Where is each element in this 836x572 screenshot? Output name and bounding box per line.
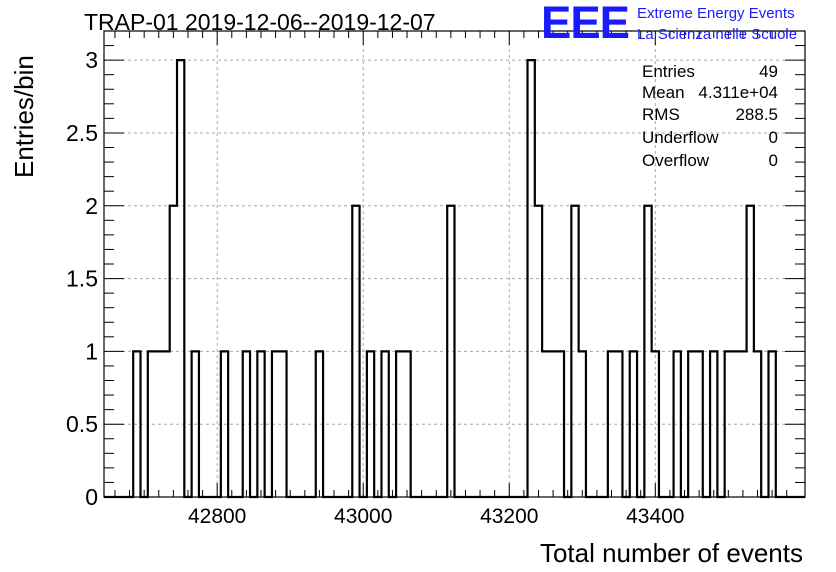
stats-underflow-label: Underflow xyxy=(642,128,719,147)
x-tick-label: 42800 xyxy=(188,505,246,528)
stats-box: Entries 49 Mean 4.311e+04 RMS 288.5 Unde… xyxy=(642,62,778,170)
histogram-layer xyxy=(104,59,805,499)
y-axis-label: Entries/bin xyxy=(9,55,39,178)
y-tick-label: 1 xyxy=(85,338,98,364)
y-tick-label: 1.5 xyxy=(66,266,98,292)
y-tick-label: 0 xyxy=(85,484,98,510)
eee-logo-line1: Extreme Energy Events xyxy=(637,5,795,22)
eee-logo-line2: La Scienza nelle Scuole xyxy=(637,26,797,43)
stats-rms-value: 288.5 xyxy=(735,105,778,124)
y-tick-label: 3 xyxy=(85,47,98,73)
x-axis-label: Total number of events xyxy=(540,538,803,568)
y-tick-label: 0.5 xyxy=(66,411,98,437)
eee-logo-letters: EEE xyxy=(541,0,629,48)
stats-entries-value: 49 xyxy=(759,62,778,81)
stats-rms-label: RMS xyxy=(642,105,680,124)
chart-title: TRAP-01 2019-12-06--2019-12-07 xyxy=(84,9,436,35)
stats-entries-label: Entries xyxy=(642,62,695,81)
stats-mean-label: Mean xyxy=(642,83,685,102)
axis-ticks-layer: 42800 43000 43200 43400 0 0.5 1 1.5 2 2.5 3 xyxy=(66,30,805,528)
stats-underflow-value: 0 xyxy=(769,128,778,147)
x-tick-label: 43000 xyxy=(334,505,392,528)
eee-logo: EEE Extreme Energy Events La Scienza nel… xyxy=(541,0,797,48)
histogram-outline xyxy=(104,59,805,499)
x-tick-label: 43200 xyxy=(480,505,538,528)
y-tick-label: 2.5 xyxy=(66,120,98,146)
stats-overflow-value: 0 xyxy=(769,151,778,170)
stats-mean-value: 4.311e+04 xyxy=(698,83,778,102)
stats-overflow-label: Overflow xyxy=(642,151,710,170)
y-tick-label: 2 xyxy=(85,193,98,219)
x-tick-label: 43400 xyxy=(626,505,684,528)
